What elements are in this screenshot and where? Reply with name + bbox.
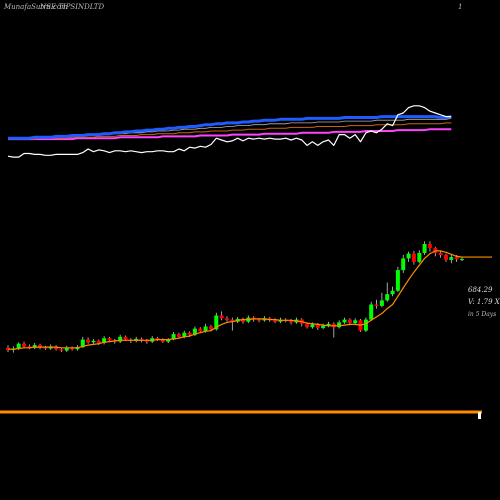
candle-body bbox=[444, 255, 448, 260]
candle-body bbox=[16, 343, 21, 349]
period-label: in 5 Days bbox=[468, 311, 497, 318]
candle-body bbox=[385, 294, 390, 301]
candle-body bbox=[80, 339, 85, 348]
candle-body bbox=[241, 318, 245, 322]
candle-body bbox=[198, 328, 203, 332]
candle-body bbox=[54, 346, 59, 350]
candle-body bbox=[353, 320, 358, 324]
candle-body bbox=[417, 252, 422, 262]
candle-body bbox=[347, 319, 352, 323]
candle-body bbox=[203, 326, 208, 332]
candle-body bbox=[187, 332, 192, 335]
candle-body bbox=[289, 321, 294, 323]
candle-body bbox=[107, 338, 112, 341]
candle-body bbox=[379, 300, 384, 306]
candle-body bbox=[160, 339, 165, 342]
candle-body bbox=[182, 332, 187, 337]
candle-body bbox=[64, 347, 69, 351]
candle-body bbox=[427, 244, 432, 249]
candle-body bbox=[91, 340, 96, 343]
candle-body bbox=[155, 338, 160, 340]
candle-body bbox=[192, 328, 197, 335]
candle-body bbox=[219, 315, 224, 319]
candle-body bbox=[118, 336, 123, 342]
volume-label: V: 1.79 X bbox=[468, 298, 500, 306]
candle-body bbox=[257, 319, 261, 321]
candle-body bbox=[401, 258, 406, 271]
candle-body bbox=[225, 318, 229, 320]
candle-body bbox=[209, 326, 213, 330]
candle-body bbox=[38, 345, 42, 348]
candle-body bbox=[43, 347, 48, 349]
mid-average-line-2 bbox=[8, 122, 452, 140]
candle-body bbox=[342, 319, 347, 323]
candle-body bbox=[374, 304, 379, 306]
slow-average-line bbox=[8, 128, 452, 141]
support-line-marker bbox=[478, 412, 481, 419]
last-price-label: 684.29 bbox=[468, 286, 493, 294]
fast-average-line bbox=[8, 115, 452, 140]
candle-body bbox=[96, 340, 101, 343]
candle-body bbox=[86, 339, 91, 343]
candle-body bbox=[454, 257, 459, 260]
candle-body bbox=[363, 319, 368, 331]
candle-body bbox=[369, 304, 374, 320]
candle-body bbox=[315, 324, 320, 328]
candle-body bbox=[422, 244, 427, 253]
ticker-label: NSE TIPSINDLTD bbox=[40, 3, 105, 11]
site-watermark: MunafaSutra.com bbox=[4, 3, 68, 11]
candle-body bbox=[214, 315, 219, 330]
candle-body bbox=[176, 334, 181, 337]
candle-body bbox=[460, 259, 464, 261]
candle-body bbox=[70, 347, 75, 350]
candle-body bbox=[144, 340, 149, 342]
candle-body bbox=[22, 343, 26, 347]
candle-body bbox=[395, 270, 400, 291]
candle-body bbox=[438, 252, 443, 255]
candle-body bbox=[102, 338, 107, 343]
candle-body bbox=[337, 322, 342, 328]
indicator-panel bbox=[7, 105, 452, 158]
price-average-line bbox=[8, 250, 463, 350]
oscillator-line bbox=[7, 105, 452, 158]
price-panel bbox=[6, 241, 492, 353]
candle-body bbox=[305, 323, 310, 328]
candle-body bbox=[321, 325, 326, 328]
candle-body bbox=[390, 290, 395, 295]
candle-body bbox=[139, 338, 144, 341]
candle-body bbox=[326, 323, 331, 326]
candle-body bbox=[273, 319, 278, 322]
candle-body bbox=[27, 346, 32, 348]
candle-body bbox=[310, 324, 315, 328]
candle-body bbox=[406, 253, 411, 259]
candle-body bbox=[59, 349, 64, 351]
candle-body bbox=[411, 253, 416, 262]
candle-body bbox=[123, 336, 128, 340]
corner-label: 1 bbox=[458, 3, 463, 11]
candle-body bbox=[171, 334, 176, 340]
candle-body bbox=[449, 257, 454, 260]
candle-body bbox=[166, 339, 171, 342]
candle-body bbox=[230, 319, 235, 322]
